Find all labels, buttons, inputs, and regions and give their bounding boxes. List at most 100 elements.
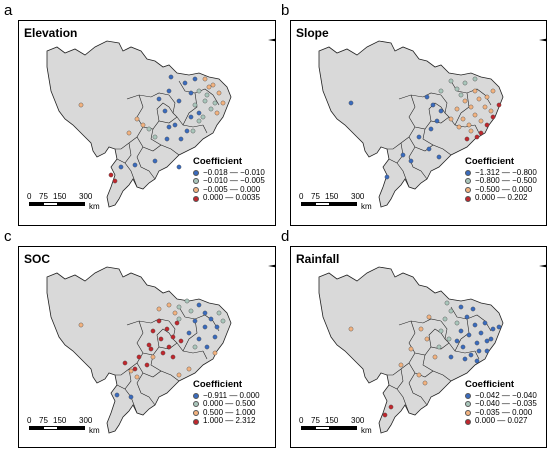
- sample-point: [468, 104, 474, 110]
- sample-point: [454, 86, 460, 92]
- district-boundary: [398, 92, 442, 100]
- sample-point: [118, 164, 124, 170]
- sample-point: [150, 354, 156, 360]
- panel-c: SOC Coefficient −0.911 — 0.000 0.000 — 0…: [18, 246, 276, 448]
- legend: Coefficient −1.312 — −0.800 −0.800 — −0.…: [465, 156, 537, 203]
- district-boundary: [116, 368, 132, 390]
- sample-point: [212, 100, 218, 106]
- panel-letter-b: b: [281, 2, 290, 19]
- sample-point: [484, 338, 490, 344]
- sample-point: [196, 118, 202, 124]
- sample-point: [196, 336, 202, 342]
- sample-point: [172, 122, 178, 128]
- legend-swatch: [193, 187, 199, 194]
- sample-point: [472, 76, 478, 82]
- sample-point: [158, 336, 164, 342]
- sample-point: [466, 332, 472, 338]
- sample-point: [126, 130, 132, 136]
- sample-point: [202, 324, 208, 330]
- sample-point: [214, 324, 220, 330]
- sample-point: [176, 316, 182, 322]
- sample-point: [484, 94, 490, 100]
- sample-point: [408, 158, 414, 164]
- map-b: [318, 40, 504, 208]
- sample-point: [128, 368, 134, 374]
- district-boundary: [387, 362, 410, 376]
- scale-unit: km: [89, 426, 100, 435]
- sample-point: [448, 354, 454, 360]
- province-outline: [318, 40, 504, 208]
- sample-point: [112, 178, 118, 184]
- sample-point: [382, 412, 388, 418]
- sample-point: [456, 124, 462, 130]
- scale-bar: 0 75 150 300 km: [299, 192, 389, 222]
- legend-item: −0.042 — −0.040: [465, 391, 537, 401]
- legend-item: −0.911 — 0.000: [193, 391, 260, 401]
- legend-swatch: [465, 410, 471, 417]
- district-boundary: [474, 124, 480, 134]
- district-boundary: [408, 372, 428, 406]
- sample-point: [184, 128, 190, 134]
- legend-label: 1.000 — 2.312: [203, 416, 256, 426]
- district-boundary: [202, 350, 208, 360]
- sample-point: [400, 152, 406, 158]
- compass-west: [268, 38, 275, 42]
- district-boundary: [168, 94, 178, 118]
- legend-item: −0.005 — 0.000: [193, 185, 265, 195]
- sample-point: [464, 314, 470, 320]
- sample-point: [156, 96, 162, 102]
- district-boundary: [124, 162, 138, 188]
- legend-title: Coefficient: [465, 156, 515, 167]
- legend-label: −0.500 — 0.000: [475, 184, 533, 194]
- sample-point: [176, 372, 182, 378]
- legend-title: Coefficient: [193, 379, 243, 390]
- legend: Coefficient −0.042 — −0.040 −0.040 — −0.…: [465, 380, 537, 426]
- sample-point: [178, 136, 184, 142]
- legend-swatch: [193, 169, 199, 176]
- scale-label: 300: [351, 192, 365, 201]
- sample-point: [156, 306, 162, 312]
- legend-label: −0.018 — −0.010: [203, 167, 265, 177]
- sample-point: [384, 174, 390, 180]
- sample-point: [216, 310, 222, 316]
- legend-swatch: [465, 418, 471, 425]
- legend-label: 0.500 — 1.000: [203, 407, 256, 417]
- sample-point: [214, 110, 220, 116]
- sample-point: [472, 322, 478, 328]
- sample-point: [204, 344, 210, 350]
- sample-point: [436, 154, 442, 160]
- sample-point: [212, 350, 218, 356]
- scale-label: 300: [79, 192, 93, 201]
- sample-point: [162, 108, 168, 114]
- legend-swatch: [193, 418, 199, 425]
- district-boundary: [126, 92, 170, 100]
- sample-point: [454, 106, 460, 112]
- scale-unit: km: [361, 202, 372, 211]
- scale-label: 75: [39, 192, 48, 201]
- sample-point: [208, 316, 214, 322]
- sample-point: [174, 320, 180, 326]
- sample-point: [430, 102, 436, 108]
- legend-item: 0.000 — 0.027: [465, 417, 537, 426]
- district-boundary: [440, 320, 450, 344]
- district-boundary: [454, 92, 470, 126]
- panel-title: SOC: [24, 252, 51, 266]
- sample-point: [388, 404, 394, 410]
- district-boundary: [422, 354, 434, 372]
- scale-label: 75: [311, 192, 320, 201]
- district-boundary: [156, 102, 174, 122]
- sample-point: [482, 320, 488, 326]
- sample-point: [478, 118, 484, 124]
- sample-point: [186, 330, 192, 336]
- map-d: [318, 266, 504, 434]
- sample-point: [454, 320, 460, 326]
- scale-bar: 0 75 150 300 km: [27, 416, 117, 446]
- legend-item: −0.035 — 0.000: [465, 408, 537, 418]
- compass-west: [539, 38, 546, 42]
- sample-point: [188, 90, 194, 96]
- sample-point: [188, 308, 194, 314]
- sample-point: [424, 94, 430, 100]
- sample-point: [152, 134, 158, 140]
- sample-point: [152, 158, 158, 164]
- sample-point: [166, 88, 172, 94]
